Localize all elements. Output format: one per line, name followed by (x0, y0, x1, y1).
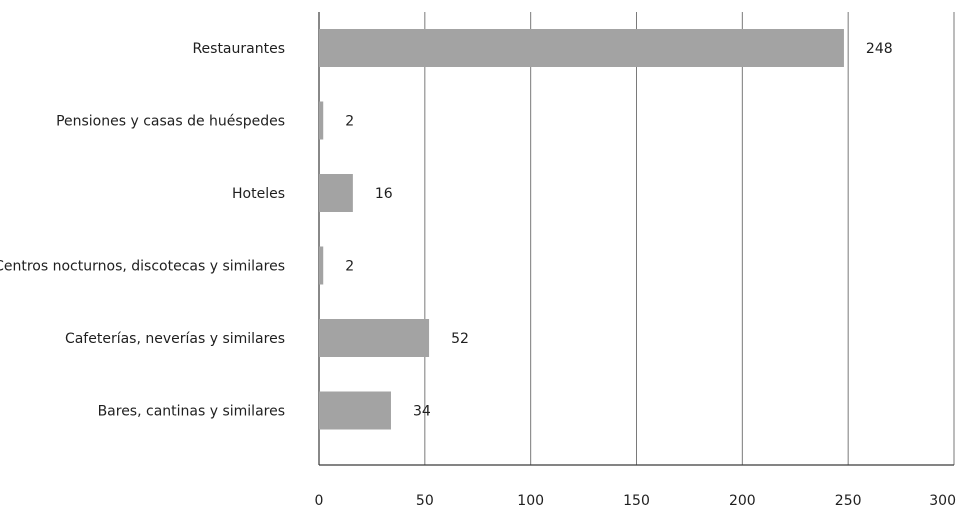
grid-layer (318, 12, 955, 466)
x-tick-label: 0 (315, 493, 324, 508)
category-label: Hoteles (232, 186, 285, 202)
bar (319, 29, 844, 67)
value-label: 2 (345, 259, 354, 275)
x-tick-label: 100 (517, 493, 544, 508)
x-tick-label: 50 (416, 493, 434, 508)
bar (319, 319, 430, 357)
category-label: Pensiones y casas de huéspedes (56, 114, 285, 130)
x-axis-ticks: 0 50 100 150 200 250 300 (315, 493, 956, 508)
x-tick-label: 150 (623, 493, 650, 508)
category-label: Bares, cantinas y similares (98, 404, 285, 420)
category-label: Cafeterías, neverías y similares (65, 331, 285, 347)
bar (319, 391, 391, 430)
value-label: 2 (345, 114, 354, 130)
x-tick-label: 300 (929, 493, 956, 508)
bar (319, 174, 353, 212)
value-label: 52 (451, 331, 469, 347)
value-label: 16 (375, 186, 393, 202)
value-label: 34 (413, 404, 431, 420)
category-labels: Restaurantes Pensiones y casas de huésped… (0, 41, 285, 420)
bars-layer (319, 29, 844, 430)
x-tick-label: 200 (729, 493, 756, 508)
value-label: 248 (866, 41, 893, 57)
bar (319, 246, 324, 285)
category-label: Restaurantes (192, 41, 285, 57)
value-labels: 248 2 16 2 52 34 (345, 41, 892, 420)
category-label: Centros nocturnos, discotecas y similare… (0, 259, 285, 275)
bar (319, 101, 324, 140)
x-tick-label: 250 (835, 493, 862, 508)
